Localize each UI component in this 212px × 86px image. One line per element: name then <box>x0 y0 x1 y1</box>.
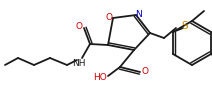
Text: HO: HO <box>93 74 107 82</box>
Text: S: S <box>181 21 188 31</box>
Text: NH: NH <box>72 58 86 68</box>
Text: N: N <box>136 9 142 18</box>
Text: O: O <box>141 66 148 76</box>
Text: O: O <box>75 22 82 31</box>
Text: O: O <box>106 12 113 22</box>
